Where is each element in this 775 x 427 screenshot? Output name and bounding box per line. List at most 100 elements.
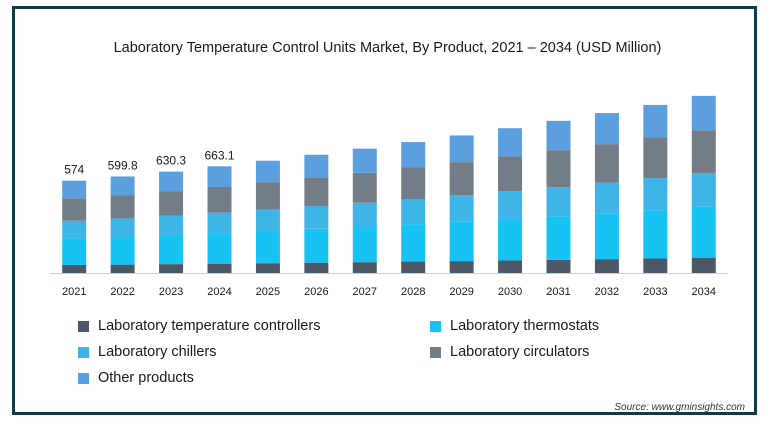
bar-2034-laboratory-thermostats bbox=[691, 206, 716, 258]
data-label-2024: 663.1 bbox=[204, 148, 234, 162]
legend-swatch-circulators bbox=[430, 346, 441, 358]
bar-2023-other-products bbox=[159, 171, 184, 192]
bar-2024-laboratory-thermostats bbox=[207, 233, 232, 264]
legend-label-controllers: Laboratory temperature controllers bbox=[98, 318, 321, 334]
bar-2033-laboratory-chillers bbox=[643, 178, 668, 211]
bar-2034-laboratory-circulators bbox=[691, 130, 716, 173]
legend-swatch-thermostats bbox=[430, 320, 441, 332]
chart-title: Laboratory Temperature Control Units Mar… bbox=[113, 40, 662, 56]
x-tick-label-2034: 2034 bbox=[692, 286, 716, 298]
legend-swatch-other bbox=[78, 372, 89, 384]
bar-2026-laboratory-circulators bbox=[304, 177, 329, 207]
bar-2023-laboratory-thermostats bbox=[159, 235, 184, 265]
legend-item-controllers: Laboratory temperature controllers bbox=[78, 318, 320, 334]
bar-2024-laboratory-chillers bbox=[207, 212, 232, 234]
bar-2031-laboratory-circulators bbox=[546, 150, 571, 188]
x-tick-label-2022: 2022 bbox=[110, 286, 134, 298]
bar-2028-other-products bbox=[401, 142, 426, 168]
bar-2028-laboratory-thermostats bbox=[401, 224, 426, 262]
bar-2027-laboratory-thermostats bbox=[352, 226, 377, 263]
bar-2025-laboratory-chillers bbox=[255, 209, 280, 232]
bar-2027-laboratory-circulators bbox=[352, 172, 377, 203]
bar-2029-laboratory-thermostats bbox=[449, 221, 474, 262]
x-tick-label-2025: 2025 bbox=[256, 286, 280, 298]
bar-2032-other-products bbox=[594, 113, 619, 145]
data-label-2023: 630.3 bbox=[156, 154, 186, 168]
legend-item-chillers: Laboratory chillers bbox=[78, 344, 216, 360]
bar-2025-other-products bbox=[255, 160, 280, 183]
bar-2029-laboratory-circulators bbox=[449, 162, 474, 196]
bar-2027-laboratory-temperature-controllers bbox=[352, 262, 377, 273]
bar-2034-laboratory-chillers bbox=[691, 172, 716, 207]
bar-2026-laboratory-temperature-controllers bbox=[304, 262, 329, 273]
bar-2021-laboratory-temperature-controllers bbox=[62, 264, 87, 273]
bar-2032-laboratory-circulators bbox=[594, 144, 619, 183]
bar-2031-laboratory-chillers bbox=[546, 187, 571, 217]
bar-2022-laboratory-thermostats bbox=[110, 236, 135, 265]
bar-2024-other-products bbox=[207, 166, 232, 187]
legend-label-thermostats: Laboratory thermostats bbox=[450, 318, 600, 334]
bar-2022-laboratory-temperature-controllers bbox=[110, 264, 135, 273]
legend-label-other: Other products bbox=[98, 370, 194, 386]
bar-2027-other-products bbox=[352, 148, 377, 173]
bar-2029-laboratory-temperature-controllers bbox=[449, 261, 474, 273]
legend-item-circulators: Laboratory circulators bbox=[430, 344, 589, 360]
bar-2033-other-products bbox=[643, 104, 668, 138]
bar-2034-other-products bbox=[691, 95, 716, 131]
bar-2026-laboratory-thermostats bbox=[304, 228, 329, 263]
bar-2034-laboratory-temperature-controllers bbox=[691, 257, 716, 273]
legend-swatch-chillers bbox=[78, 346, 89, 358]
x-tick-label-2024: 2024 bbox=[207, 286, 231, 298]
x-tick-label-2031: 2031 bbox=[546, 286, 570, 298]
bar-2022-laboratory-circulators bbox=[110, 195, 135, 219]
bar-2024-laboratory-temperature-controllers bbox=[207, 263, 232, 273]
x-tick-label-2029: 2029 bbox=[449, 286, 473, 298]
bar-2027-laboratory-chillers bbox=[352, 202, 377, 227]
bar-2021-laboratory-thermostats bbox=[62, 238, 87, 265]
bar-2033-laboratory-temperature-controllers bbox=[643, 258, 668, 273]
bar-2023-laboratory-temperature-controllers bbox=[159, 264, 184, 273]
x-tick-label-2033: 2033 bbox=[643, 286, 667, 298]
bar-2031-laboratory-thermostats bbox=[546, 216, 571, 260]
bar-2023-laboratory-circulators bbox=[159, 191, 184, 216]
bar-2029-other-products bbox=[449, 135, 474, 163]
bar-2028-laboratory-temperature-controllers bbox=[401, 261, 426, 273]
x-tick-label-2023: 2023 bbox=[159, 286, 183, 298]
legend-item-other: Other products bbox=[78, 370, 194, 386]
x-tick-label-2030: 2030 bbox=[498, 286, 522, 298]
bar-2030-laboratory-thermostats bbox=[498, 218, 523, 261]
bar-2028-laboratory-circulators bbox=[401, 167, 426, 199]
bar-2025-laboratory-thermostats bbox=[255, 231, 280, 264]
bar-2021-laboratory-chillers bbox=[62, 220, 87, 239]
legend-label-circulators: Laboratory circulators bbox=[450, 344, 590, 360]
legend-label-chillers: Laboratory chillers bbox=[98, 344, 217, 360]
bar-2022-laboratory-chillers bbox=[110, 218, 135, 237]
bar-2024-laboratory-circulators bbox=[207, 186, 232, 213]
source-note: Source: www.gminsights.com bbox=[614, 402, 745, 413]
bar-2033-laboratory-thermostats bbox=[643, 210, 668, 259]
x-tick-label-2021: 2021 bbox=[62, 286, 86, 298]
bar-2025-laboratory-circulators bbox=[255, 182, 280, 210]
data-label-2021: 574 bbox=[64, 163, 84, 177]
bar-2023-laboratory-chillers bbox=[159, 215, 184, 236]
bar-2030-other-products bbox=[498, 128, 523, 157]
bar-2031-other-products bbox=[546, 120, 571, 151]
bar-2032-laboratory-chillers bbox=[594, 182, 619, 214]
x-tick-label-2032: 2032 bbox=[595, 286, 619, 298]
bar-2032-laboratory-thermostats bbox=[594, 213, 619, 260]
x-tick-label-2027: 2027 bbox=[353, 286, 377, 298]
bar-2022-other-products bbox=[110, 176, 135, 196]
bar-2032-laboratory-temperature-controllers bbox=[594, 259, 619, 273]
bar-2026-other-products bbox=[304, 154, 329, 178]
bar-2030-laboratory-chillers bbox=[498, 191, 523, 219]
bar-2031-laboratory-temperature-controllers bbox=[546, 259, 571, 273]
bar-2033-laboratory-circulators bbox=[643, 137, 668, 179]
legend-swatch-controllers bbox=[78, 320, 89, 332]
x-tick-label-2028: 2028 bbox=[401, 286, 425, 298]
bar-2028-laboratory-chillers bbox=[401, 199, 426, 225]
data-label-2022: 599.8 bbox=[108, 159, 138, 173]
bar-2030-laboratory-temperature-controllers bbox=[498, 260, 523, 273]
bar-2029-laboratory-chillers bbox=[449, 195, 474, 222]
bar-2021-laboratory-circulators bbox=[62, 198, 87, 221]
x-tick-label-2026: 2026 bbox=[304, 286, 328, 298]
